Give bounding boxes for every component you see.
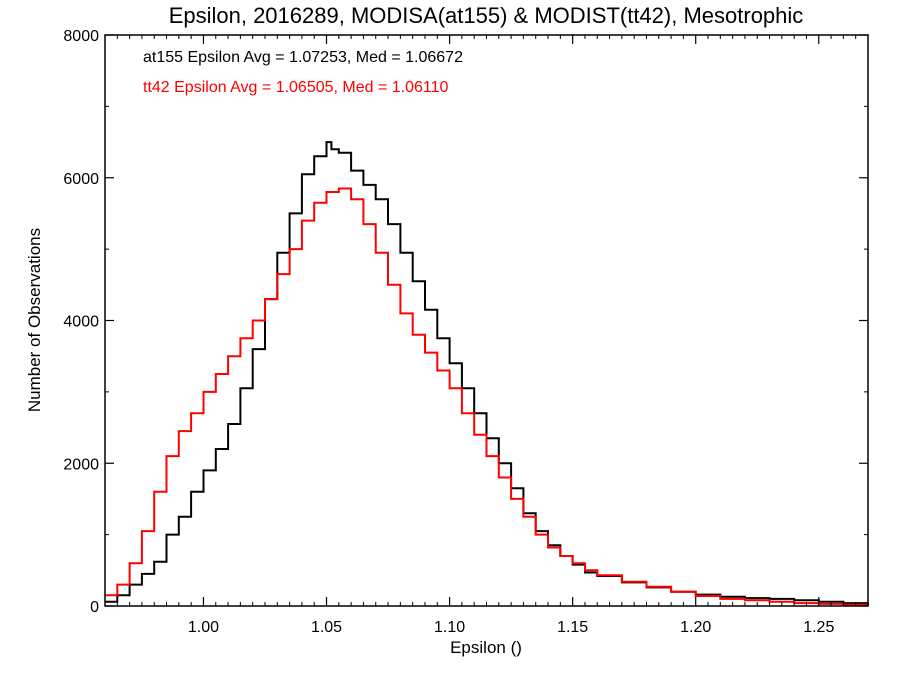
y-tick-label: 2000 xyxy=(63,456,99,473)
x-axis-label: Epsilon () xyxy=(450,638,522,657)
y-tick-label: 0 xyxy=(90,599,99,616)
plot-frame xyxy=(104,34,869,607)
annotation-at155: at155 Epsilon Avg = 1.07253, Med = 1.066… xyxy=(143,49,463,66)
y-tick-label: 6000 xyxy=(63,171,99,188)
annotation-tt42: tt42 Epsilon Avg = 1.06505, Med = 1.0611… xyxy=(143,79,449,96)
x-tick-label: 1.25 xyxy=(803,619,834,636)
chart-title: Epsilon, 2016289, MODISA(at155) & MODIST… xyxy=(169,3,804,28)
y-tick-label: 8000 xyxy=(63,28,99,45)
x-tick-label: 1.05 xyxy=(311,619,342,636)
y-axis-label: Number of Observations xyxy=(25,228,44,412)
x-tick-label: 1.10 xyxy=(434,619,465,636)
x-tick-label: 1.20 xyxy=(680,619,711,636)
y-tick-label: 4000 xyxy=(63,314,99,331)
series-line-1 xyxy=(105,187,869,606)
x-tick-label: 1.15 xyxy=(557,619,588,636)
x-tick-label: 1.00 xyxy=(188,619,219,636)
